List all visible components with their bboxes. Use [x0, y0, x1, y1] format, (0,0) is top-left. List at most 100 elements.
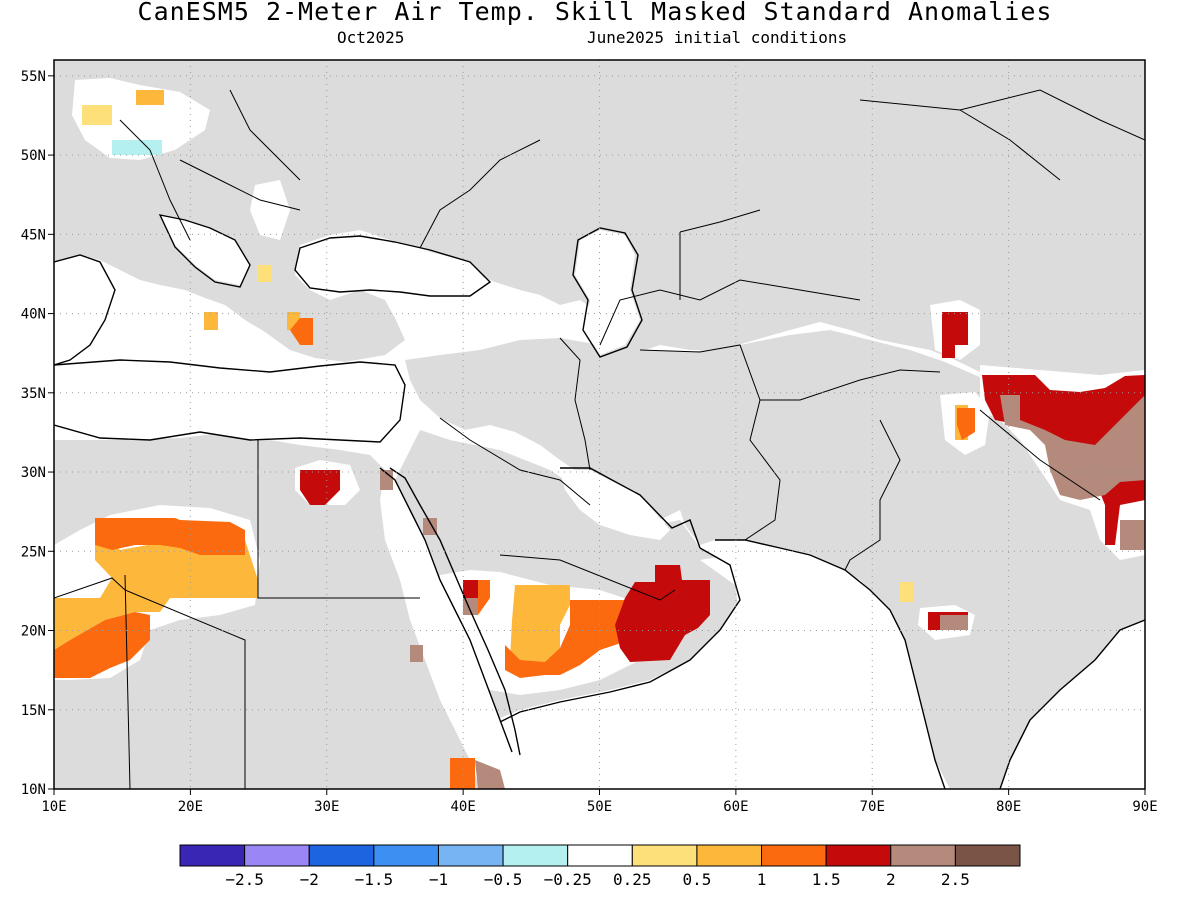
- colorbar-label: 1: [757, 870, 767, 889]
- anomaly-hejaz-red: [463, 580, 478, 598]
- anomaly-india-yellow: [900, 582, 913, 602]
- mediterranean: [54, 360, 405, 440]
- colorbar-label: −0.5: [484, 870, 523, 889]
- lon-tick-label: 30E: [314, 799, 339, 815]
- anomaly-tarim-red: [942, 312, 968, 358]
- colorbar-swatch: [179, 844, 246, 867]
- initial-conditions: June2025 initial conditions: [587, 28, 848, 47]
- anomaly-eritrea-brown: [475, 760, 505, 789]
- anomaly-greece-orange: [204, 312, 218, 330]
- anomaly-turkey-darkorange: [290, 318, 313, 345]
- border-central-asia: [599, 279, 861, 346]
- anomaly-tibet-brown: [1000, 395, 1145, 500]
- colorbar-swatch: [244, 844, 310, 867]
- anomaly-fills: [54, 90, 1145, 789]
- border-saudi-yemen: [499, 554, 676, 601]
- lon-tick-label: 70E: [860, 799, 885, 815]
- border-russia-mongolia: [859, 89, 1145, 141]
- colorbar-swatch: [373, 844, 439, 867]
- colorbar-swatch: [696, 844, 763, 867]
- border-iran-afghan-pak: [639, 344, 781, 541]
- colorbar-label: −1.5: [355, 870, 394, 889]
- border-saudi-iraq: [439, 417, 591, 506]
- map-area: [54, 60, 1145, 789]
- colorbar-swatch: [954, 844, 1021, 867]
- mediterranean-coast: [54, 359, 406, 443]
- lat-tick-label: 10N: [21, 782, 46, 798]
- lat-tick-label: 40N: [21, 307, 46, 323]
- anomaly-hejaz-brown: [423, 518, 437, 535]
- political-borders: [54, 89, 1145, 789]
- lon-tick-label: 20E: [178, 799, 203, 815]
- colorbar-swatch: [890, 844, 956, 867]
- colorbar-swatch: [825, 844, 892, 867]
- anomaly-libya-darkorange: [95, 518, 245, 555]
- arabia-south-coast: [499, 547, 741, 723]
- border-kazakh: [679, 209, 761, 233]
- colorbar-swatch: [502, 844, 569, 867]
- anomaly-kashmir-darkorange: [957, 408, 975, 440]
- colorbar-swatch: [631, 844, 698, 867]
- lat-tick-label: 35N: [21, 386, 46, 402]
- lat-tick-label: 25N: [21, 544, 46, 560]
- border-europe-1: [179, 159, 301, 211]
- border-iraq-iran: [559, 337, 591, 471]
- colorbar-swatch: [308, 844, 375, 867]
- border-mongolia: [959, 109, 1061, 181]
- colorbar-label: 1.5: [812, 870, 841, 889]
- colorbar-swatch: [437, 844, 504, 867]
- anomaly-poland-yellow: [82, 105, 112, 125]
- india-west-coast: [715, 539, 946, 789]
- bay-of-bengal: [1000, 630, 1145, 789]
- anomaly-india-brown: [940, 615, 968, 630]
- border-egypt-sudan: [257, 440, 420, 599]
- anomaly-eritrea-darkorange: [450, 758, 475, 789]
- anomaly-poland-cyan: [112, 140, 162, 155]
- lon-tick-label: 60E: [723, 799, 748, 815]
- axis-labels: 10E 20E 30E 40E 50E 60E 70E 80E 90E 10N 15N 20N 25N 3…: [21, 69, 1158, 815]
- colorbar-label: 2.5: [941, 870, 970, 889]
- anomaly-oman-red: [615, 565, 710, 662]
- italy-coast: [54, 254, 116, 366]
- anomaly-libya-orange: [54, 540, 258, 650]
- lat-tick-label: 15N: [21, 703, 46, 719]
- anomaly-saudi-orange: [510, 585, 570, 675]
- caspian-coast: [572, 227, 643, 358]
- black-sea: [300, 238, 490, 295]
- map-title: CanESM5 2-Meter Air Temp. Skill Masked S…: [137, 0, 1053, 26]
- persian-gulf: [560, 470, 670, 540]
- border-europe-2: [119, 119, 191, 241]
- lon-tick-label: 40E: [450, 799, 475, 815]
- lat-tick-label: 55N: [21, 69, 46, 85]
- caspian-sea: [575, 230, 640, 355]
- anomaly-bulgaria-yellow: [258, 265, 272, 282]
- white-patch-balkans: [250, 180, 290, 240]
- border-india-china: [979, 409, 1101, 501]
- black-sea-coast: [294, 235, 492, 297]
- lon-tick-label: 80E: [996, 799, 1021, 815]
- colorbar-label: −1: [429, 870, 448, 889]
- lat-tick-label: 20N: [21, 624, 46, 640]
- lon-tick-label: 10E: [41, 799, 66, 815]
- border-niger-chad: [124, 574, 131, 789]
- lat-tick-label: 50N: [21, 148, 46, 164]
- anomaly-yemen-darkorange: [505, 600, 630, 678]
- anomaly-egypt-red: [300, 470, 340, 505]
- colorbar-swatch: [761, 844, 827, 867]
- adriatic-coast: [158, 214, 251, 288]
- anomaly-sudan-brown: [410, 645, 423, 662]
- india-east-coast: [999, 619, 1145, 789]
- border-pak-india: [844, 419, 901, 571]
- colorbar-label: −2.5: [225, 870, 264, 889]
- anomaly-poland-orange: [136, 90, 164, 105]
- lat-tick-label: 30N: [21, 465, 46, 481]
- white-patch-poland: [72, 78, 210, 160]
- anomaly-tibet-red: [982, 375, 1145, 545]
- lon-tick-label: 50E: [587, 799, 612, 815]
- colorbar: −2.5 −2 −1.5 −1 −0.5 −0.25 0.25 0.5 1 1.5 2 2.5: [179, 844, 1021, 889]
- border-afghan: [760, 369, 941, 401]
- adriatic-sea: [160, 215, 250, 285]
- colorbar-label: −0.25: [544, 870, 592, 889]
- border-russia-ukraine: [419, 139, 541, 249]
